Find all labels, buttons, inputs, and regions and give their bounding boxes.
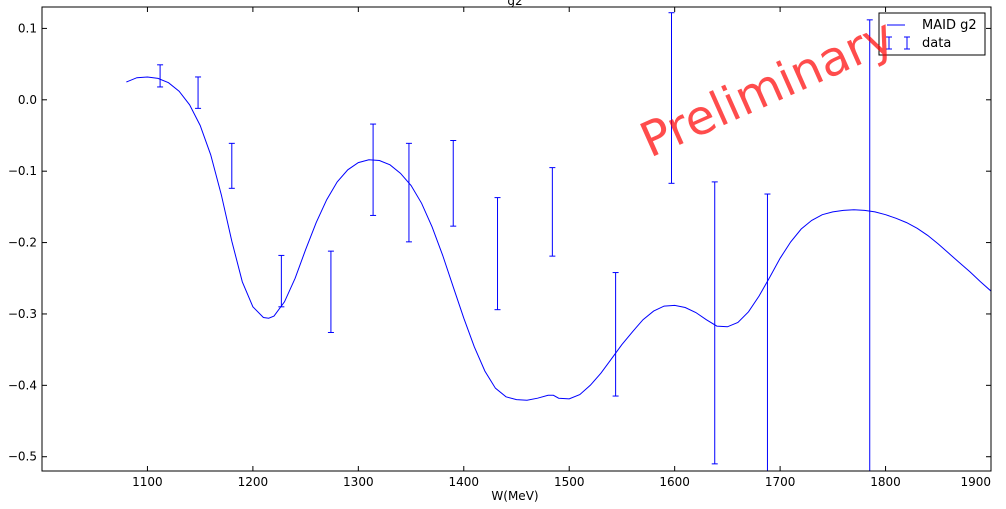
plot-area [126, 12, 991, 471]
x-tick-label: 1700 [765, 475, 796, 489]
x-axis-label: W(MeV) [491, 489, 538, 503]
errorbar-1 [195, 76, 202, 109]
errorbar-4 [327, 250, 334, 334]
errorbar-10 [612, 272, 619, 397]
y-tick-label: −0.1 [8, 164, 37, 178]
x-axis: 1100 1200 1300 1400 1500 1600 1700 1800 1900 [132, 7, 992, 489]
errorbar-12 [711, 181, 718, 465]
errorbar-8 [494, 197, 501, 311]
legend-label-maid: MAID g2 [922, 18, 977, 33]
legend-label-data: data [922, 36, 951, 51]
y-tick-label: 0.0 [18, 93, 37, 107]
x-tick-label: 1600 [659, 475, 690, 489]
y-tick-label: −0.5 [8, 450, 37, 464]
plot-frame [41, 6, 992, 472]
y-axis: 0.1 0.0 −0.1 −0.2 −0.3 −0.4 −0.5 [8, 21, 991, 464]
preliminary-watermark: Preliminary [632, 8, 902, 169]
legend: MAID g2 data [878, 12, 986, 56]
x-tick-label: 1800 [870, 475, 901, 489]
x-tick-label: 1900 [960, 475, 991, 489]
errorbar-6 [405, 142, 412, 243]
errorbar-11 [668, 12, 675, 184]
legend-errorbar-swatch [886, 36, 910, 50]
errorbar-0 [157, 64, 164, 88]
x-tick-label: 1300 [343, 475, 374, 489]
errorbar-2 [228, 142, 235, 189]
errorbar-3 [278, 254, 285, 308]
x-tick-label: 1400 [449, 475, 480, 489]
y-tick-label: 0.1 [18, 21, 37, 35]
errorbar-14 [866, 19, 873, 471]
x-tick-label: 1500 [554, 475, 585, 489]
errorbar-13 [764, 193, 771, 471]
y-tick-label: −0.3 [8, 307, 37, 321]
series-line-maid-g2 [126, 76, 991, 401]
chart-title: g2 [507, 0, 522, 8]
errorbar-9 [549, 167, 556, 257]
errorbar-7 [450, 139, 457, 227]
x-tick-label: 1200 [238, 475, 269, 489]
x-tick-label: 1100 [132, 475, 163, 489]
y-tick-label: −0.4 [8, 378, 37, 392]
errorbar-5 [370, 123, 377, 216]
legend-box [878, 12, 986, 56]
y-tick-label: −0.2 [8, 236, 37, 250]
